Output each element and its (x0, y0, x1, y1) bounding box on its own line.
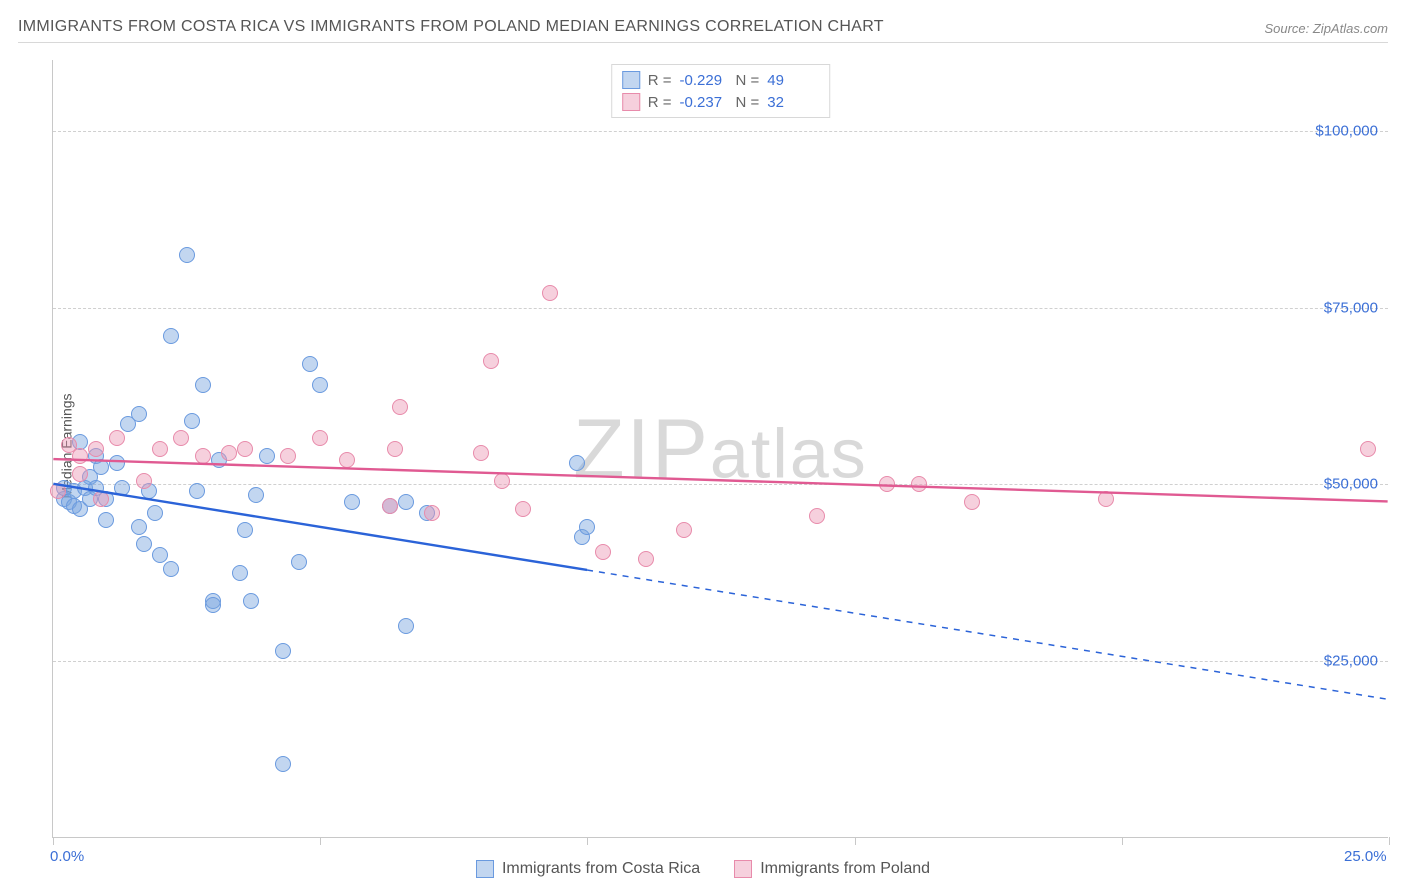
x-tick (320, 837, 321, 845)
correlation-legend: R = -0.229 N = 49 R = -0.237 N = 32 (611, 64, 831, 118)
legend-n-value-poland: 32 (767, 94, 815, 111)
x-tick (53, 837, 54, 845)
trend-line (53, 459, 1387, 501)
legend-r-label: R = (648, 72, 672, 89)
legend-r-label: R = (648, 94, 672, 111)
plot-area: ZIPatlas R = -0.229 N = 49 R = -0.237 N … (52, 60, 1388, 838)
legend-item-costa-rica: Immigrants from Costa Rica (476, 860, 700, 878)
legend-r-value-costa-rica: -0.229 (680, 72, 728, 89)
swatch-poland (734, 860, 752, 878)
legend-row-poland: R = -0.237 N = 32 (622, 91, 816, 113)
series-legend: Immigrants from Costa Rica Immigrants fr… (0, 860, 1406, 878)
x-tick (587, 837, 588, 845)
legend-item-poland: Immigrants from Poland (734, 860, 930, 878)
legend-label-costa-rica: Immigrants from Costa Rica (502, 860, 700, 878)
legend-label-poland: Immigrants from Poland (760, 860, 930, 878)
x-tick (1122, 837, 1123, 845)
chart-title: IMMIGRANTS FROM COSTA RICA VS IMMIGRANTS… (18, 18, 884, 36)
legend-n-label: N = (736, 72, 760, 89)
swatch-costa-rica (476, 860, 494, 878)
swatch-costa-rica (622, 71, 640, 89)
swatch-poland (622, 93, 640, 111)
x-tick (1389, 837, 1390, 845)
x-tick (855, 837, 856, 845)
source-attribution: Source: ZipAtlas.com (1264, 21, 1388, 36)
trend-lines (53, 60, 1388, 837)
trend-line (53, 484, 587, 570)
legend-row-costa-rica: R = -0.229 N = 49 (622, 69, 816, 91)
legend-n-value-costa-rica: 49 (767, 72, 815, 89)
x-tick-label-min: 0.0% (50, 848, 84, 865)
trend-line (587, 570, 1388, 699)
x-tick-label-max: 25.0% (1344, 848, 1387, 865)
legend-n-label: N = (736, 94, 760, 111)
legend-r-value-poland: -0.237 (680, 94, 728, 111)
